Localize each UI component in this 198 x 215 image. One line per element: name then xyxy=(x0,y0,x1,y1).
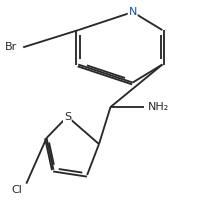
Text: N: N xyxy=(129,7,137,17)
Text: Cl: Cl xyxy=(11,185,22,195)
Text: S: S xyxy=(64,112,71,121)
Text: Br: Br xyxy=(5,42,17,52)
Text: NH₂: NH₂ xyxy=(148,102,169,112)
